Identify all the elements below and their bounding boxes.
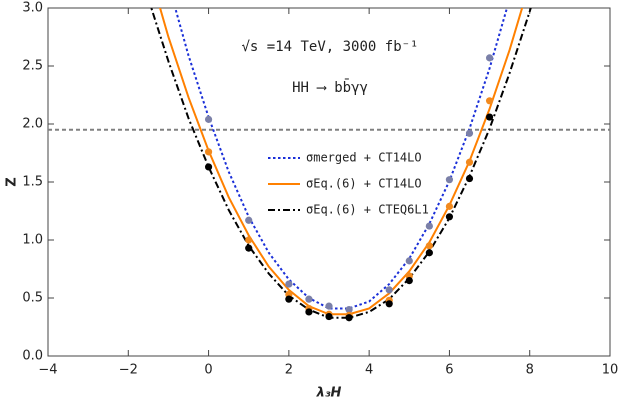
legend-label: σmerged + CT14LO bbox=[306, 151, 422, 165]
x-tick-label: 2 bbox=[285, 363, 293, 378]
data-point bbox=[204, 163, 213, 171]
data-point bbox=[245, 236, 253, 244]
data-point bbox=[425, 242, 433, 250]
data-point bbox=[445, 176, 454, 184]
data-point bbox=[425, 222, 433, 230]
data-point bbox=[204, 115, 213, 123]
data-point bbox=[245, 216, 253, 224]
data-point bbox=[305, 295, 313, 303]
y-tick-label: 0.0 bbox=[22, 349, 43, 364]
data-point bbox=[485, 97, 494, 105]
x-axis-label: λ₃H bbox=[316, 386, 342, 401]
data-point bbox=[325, 302, 333, 310]
data-point bbox=[485, 54, 494, 62]
y-tick-label: 2.5 bbox=[22, 59, 43, 74]
y-tick-label: 2.0 bbox=[22, 117, 43, 132]
y-tick-label: 0.5 bbox=[22, 291, 43, 306]
data-point bbox=[445, 202, 454, 210]
data-point bbox=[204, 148, 213, 156]
data-point bbox=[465, 158, 474, 166]
data-point bbox=[325, 312, 333, 321]
x-tick-label: 0 bbox=[204, 363, 212, 378]
y-tick-label: 3.0 bbox=[22, 1, 43, 16]
data-point bbox=[405, 257, 413, 265]
y-tick-label: 1.5 bbox=[22, 175, 43, 190]
legend-label: σEq.(6) + CT14LO bbox=[306, 177, 422, 191]
data-point bbox=[385, 300, 393, 308]
data-point bbox=[285, 280, 293, 288]
x-tick-label: 6 bbox=[445, 363, 453, 378]
annotation: √s =14 TeV, 3000 fb⁻¹ bbox=[241, 39, 418, 55]
data-point bbox=[465, 129, 474, 137]
curve bbox=[174, 8, 509, 310]
x-tick-label: −2 bbox=[119, 363, 138, 378]
x-tick-label: 4 bbox=[365, 363, 373, 378]
data-point bbox=[285, 295, 293, 303]
x-tick-label: 8 bbox=[526, 363, 534, 378]
x-tick-label: 10 bbox=[602, 363, 619, 378]
data-point bbox=[465, 174, 474, 183]
y-tick-label: 1.0 bbox=[22, 233, 43, 248]
data-point bbox=[485, 113, 494, 121]
data-point bbox=[425, 249, 433, 257]
data-point bbox=[385, 286, 393, 294]
data-point bbox=[345, 314, 353, 322]
data-point bbox=[245, 244, 253, 252]
data-point bbox=[405, 277, 413, 285]
x-tick-label: −4 bbox=[38, 363, 57, 378]
data-point bbox=[445, 213, 454, 221]
legend-label: σEq.(6) + CTEQ6L1 bbox=[306, 203, 429, 217]
y-axis-label: Z bbox=[5, 177, 20, 186]
annotation: HH ⟶ bb̄γγ bbox=[292, 78, 368, 96]
data-point bbox=[305, 308, 313, 316]
data-point bbox=[345, 306, 353, 314]
